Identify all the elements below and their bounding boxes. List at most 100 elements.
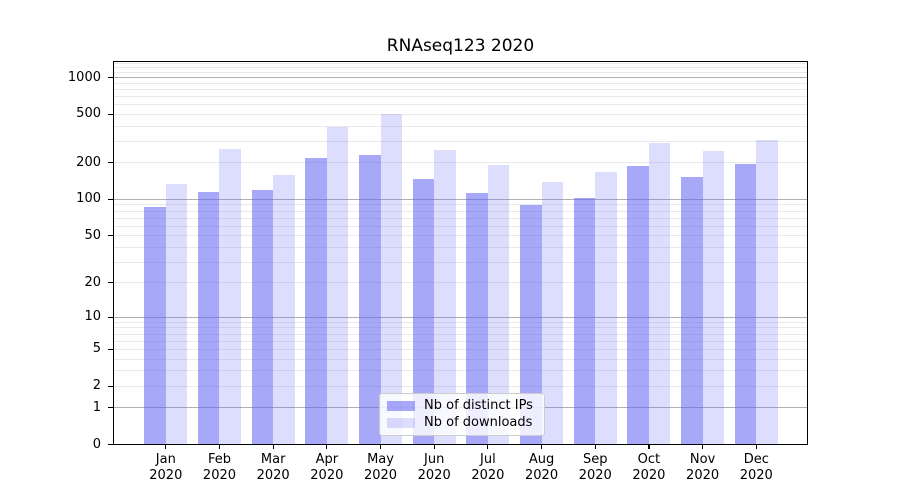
y-tick-label-1: 1: [92, 399, 101, 415]
gridline-minor-900: [113, 82, 808, 84]
bar-distinct-ips-mar: [251, 189, 274, 445]
bar-distinct-ips-feb: [197, 192, 220, 445]
x-tick-aug: [540, 444, 543, 449]
gridline-minor-4: [113, 358, 808, 360]
x-tick-sep: [594, 444, 596, 449]
gridline-minor-5: [113, 348, 808, 350]
x-label-month-oct: Oct: [637, 452, 661, 467]
x-tick-label-apr: Apr 2020: [300, 452, 354, 483]
gridline-minor-2: [113, 385, 808, 387]
bar-downloads-feb: [219, 148, 241, 445]
x-tick-label-aug: Aug 2020: [515, 452, 569, 483]
x-tick-label-feb: Feb 2020: [192, 452, 246, 483]
gridline-minor-80: [113, 210, 808, 212]
x-label-month-may: May: [367, 452, 394, 467]
x-tick-label-jan: Jan 2020: [139, 452, 193, 483]
bar-distinct-ips-jul: [466, 192, 488, 445]
gridline-minor-60: [113, 225, 808, 227]
y-tick-1: [107, 407, 113, 409]
bar-distinct-ips-nov: [681, 177, 703, 445]
y-tick-10: [107, 316, 113, 318]
bar-downloads-jul: [487, 164, 510, 445]
legend-swatch-distinct-ips-icon: [387, 400, 415, 411]
bar-distinct-ips-apr: [305, 158, 327, 445]
bar-distinct-ips-jun: [412, 179, 435, 445]
gridline-minor-700: [113, 95, 808, 97]
gridline-minor-9: [113, 321, 808, 323]
bar-distinct-ips-oct: [627, 166, 649, 445]
x-tick-jun: [433, 444, 435, 449]
x-label-year-jul: 2020: [471, 467, 505, 483]
gridline-minor-3: [113, 370, 808, 372]
gridline-minor-90: [113, 204, 808, 206]
x-tick-label-nov: Nov 2020: [676, 452, 730, 483]
x-label-year-feb: 2020: [202, 467, 237, 483]
bar-downloads-jan: [165, 183, 188, 445]
y-tick-label-500: 500: [76, 106, 101, 122]
bar-downloads-mar: [273, 175, 295, 445]
x-label-year-dec: 2020: [739, 467, 773, 483]
y-tick-20: [107, 282, 113, 284]
x-tick-jan: [165, 444, 167, 449]
x-label-month-aug: Aug: [528, 452, 555, 467]
x-tick-label-mar: Mar 2020: [246, 452, 300, 483]
x-tick-label-may: May 2020: [354, 452, 408, 483]
gridline-minor-7: [113, 333, 808, 335]
x-label-year-mar: 2020: [256, 467, 290, 483]
x-tick-dec: [755, 444, 757, 449]
gridline-major-10: [113, 316, 808, 318]
gridline-minor-1200: [113, 67, 808, 69]
bar-distinct-ips-jan: [144, 206, 166, 445]
gridline-minor-400: [113, 125, 808, 127]
x-tick-label-sep: Sep 2020: [568, 452, 622, 483]
x-label-month-apr: Apr: [315, 452, 339, 467]
x-label-year-jan: 2020: [149, 467, 183, 483]
x-label-year-apr: 2020: [310, 467, 344, 483]
bar-downloads-may: [380, 113, 403, 445]
y-tick-5: [107, 348, 113, 350]
gridline-minor-8: [113, 327, 808, 329]
x-label-month-feb: Feb: [207, 452, 231, 467]
gridline-minor-500: [113, 113, 808, 115]
y-tick-2: [107, 385, 113, 387]
gridline-minor-200: [113, 162, 808, 164]
bar-distinct-ips-aug: [520, 205, 542, 445]
x-tick-jul: [487, 444, 489, 449]
bar-distinct-ips-dec: [734, 164, 757, 445]
y-tick-label-100: 100: [76, 191, 101, 207]
y-tick-label-200: 200: [76, 154, 101, 170]
y-tick-200: [107, 162, 113, 164]
x-label-month-jan: Jan: [155, 452, 176, 467]
x-label-month-jul: Jul: [480, 452, 496, 467]
y-tick-100: [107, 198, 113, 200]
gridline-minor-800: [113, 88, 808, 90]
y-tick-label-1000: 1000: [67, 69, 101, 85]
y-tick-label-50: 50: [84, 227, 101, 243]
gridline-major-1000: [113, 77, 808, 79]
gridline-minor-70: [113, 217, 808, 219]
gridline-minor-6: [113, 340, 808, 342]
x-tick-nov: [702, 444, 704, 449]
y-tick-label-10: 10: [84, 309, 101, 325]
x-label-year-jun: 2020: [417, 467, 451, 483]
bar-downloads-jun: [434, 149, 456, 445]
gridline-minor-1300: [113, 63, 808, 65]
gridline-minor-1100: [113, 71, 808, 73]
x-tick-label-jul: Jul 2020: [461, 452, 515, 483]
y-tick-label-0: 0: [92, 436, 101, 452]
y-tick-1000: [107, 76, 113, 79]
gridline-minor-40: [113, 246, 808, 248]
gridline-minor-50: [113, 235, 808, 237]
bar-downloads-apr: [326, 127, 349, 445]
bar-distinct-ips-sep: [573, 197, 596, 445]
gridline-minor-20: [113, 282, 808, 284]
x-tick-label-dec: Dec 2020: [729, 452, 783, 483]
gridline-minor-600: [113, 104, 808, 106]
x-tick-mar: [272, 444, 274, 449]
x-label-month-dec: Dec: [743, 452, 769, 467]
x-label-year-nov: 2020: [686, 467, 720, 483]
x-tick-label-oct: Oct 2020: [622, 452, 676, 483]
bar-downloads-sep: [595, 172, 617, 445]
